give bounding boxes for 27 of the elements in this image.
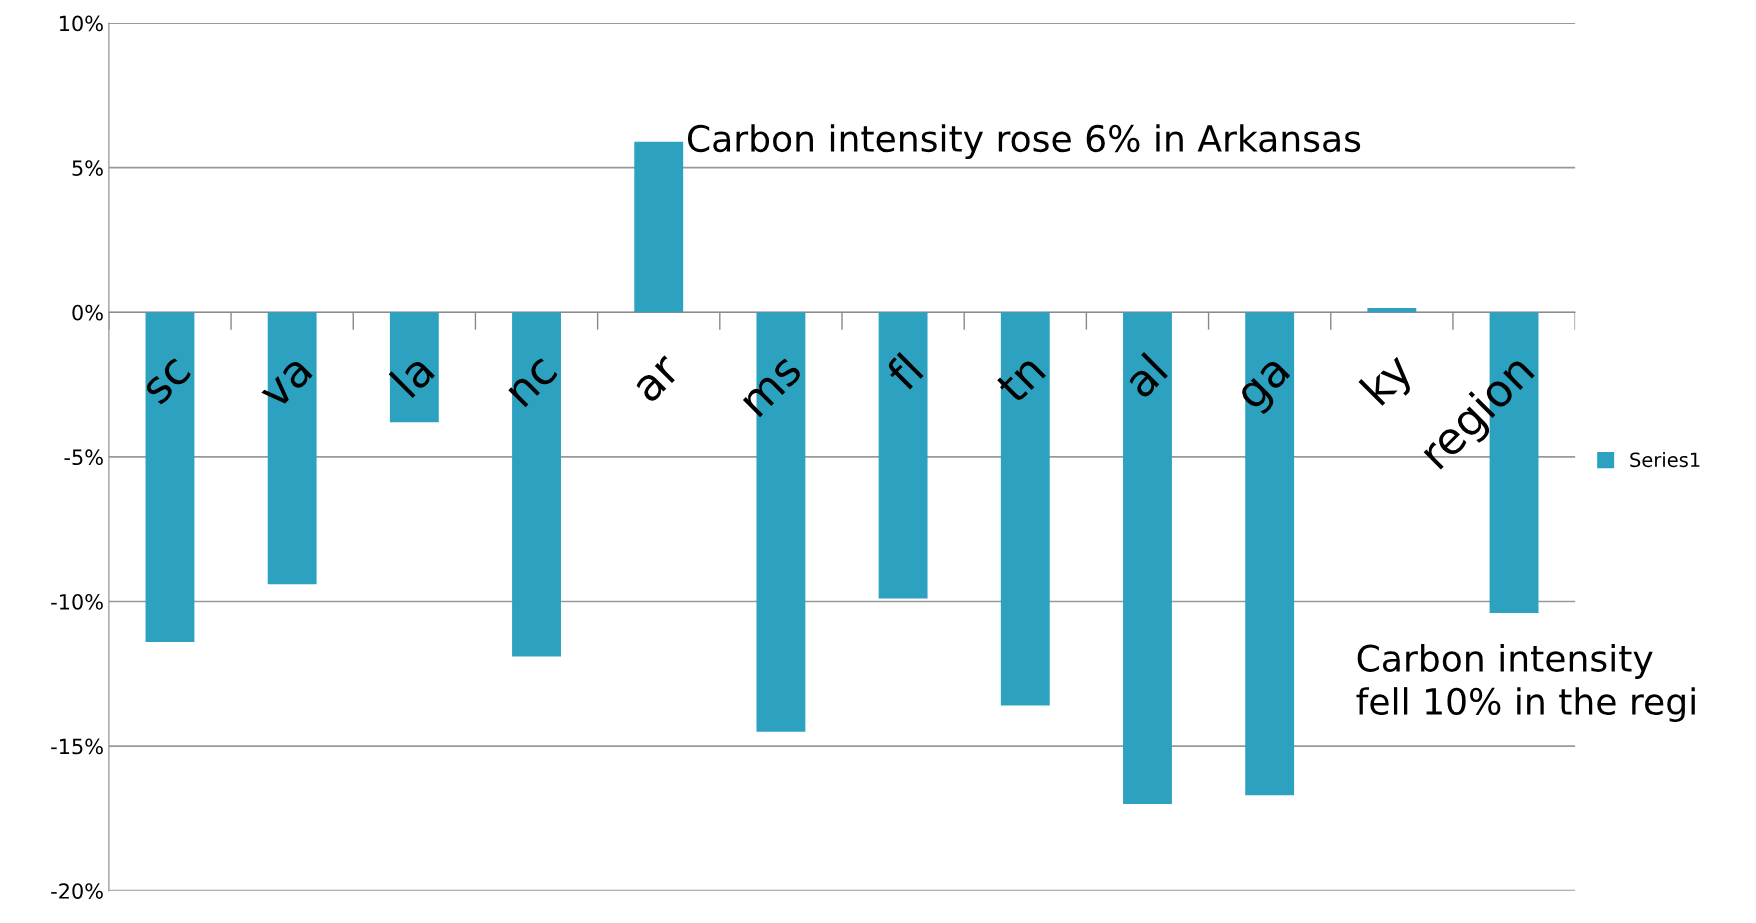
- y-tick-label: -5%: [64, 449, 103, 466]
- x-tick-label: la: [388, 351, 436, 399]
- bar: [389, 312, 439, 423]
- y-tick-label: 5%: [72, 160, 103, 176]
- x-tick-label: ky: [1358, 350, 1421, 413]
- bar: [878, 312, 928, 599]
- y-tick-label: -15%: [51, 738, 103, 755]
- y-tick-label: -20%: [51, 883, 103, 899]
- x-tick-label: tn: [995, 353, 1046, 405]
- bar: [1367, 307, 1417, 313]
- x-tick-label: al: [1120, 352, 1169, 400]
- x-tick-label: ga: [1237, 358, 1297, 418]
- x-tick-label: sc: [143, 357, 192, 406]
- bar: [1123, 312, 1172, 804]
- legend-label: Series1: [1630, 452, 1700, 468]
- x-tick-label: nc: [507, 357, 559, 408]
- x-tick-label: fl: [883, 352, 924, 393]
- bar: [145, 312, 195, 642]
- annotation: Carbon intensity fell 10% in the regi: [1356, 643, 1695, 723]
- x-tick-label: ar: [634, 355, 683, 404]
- y-tick-label: 10%: [59, 15, 103, 32]
- x-tick-label: va: [260, 358, 314, 411]
- x-tick-label: ms: [742, 356, 804, 418]
- bar: [634, 141, 684, 313]
- y-tick-label: -10%: [51, 593, 103, 610]
- annotation: Carbon intensity rose 6% in Arkansas: [687, 124, 1361, 160]
- y-tick-label: 0%: [72, 304, 103, 321]
